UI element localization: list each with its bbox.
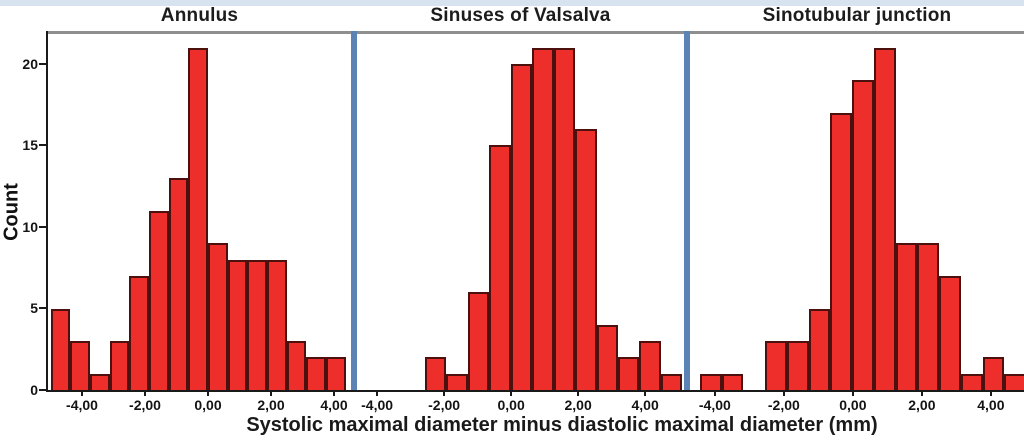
panel-title-sinuses-of-valsalva: Sinuses of Valsalva <box>430 5 611 26</box>
x-tick-label: -4,00 <box>66 397 98 413</box>
y-tick-label: 10 <box>22 218 38 235</box>
x-tick-mark <box>920 390 923 396</box>
x-tick-label: 2,00 <box>257 397 285 413</box>
x-tick-mark <box>851 390 854 396</box>
y-tick-mark <box>39 62 46 65</box>
y-axis-line <box>46 31 48 392</box>
histogram-bar <box>596 324 618 390</box>
x-tick-label: 4,00 <box>977 397 1005 413</box>
panel-separator-line <box>684 31 690 390</box>
y-tick-label: 0 <box>30 382 38 398</box>
histogram-bar <box>1004 373 1024 390</box>
histogram-bar <box>939 275 961 390</box>
histogram-bar <box>168 178 189 390</box>
x-tick-mark <box>269 390 272 396</box>
x-tick-mark <box>782 390 785 396</box>
x-tick-label: 2,00 <box>908 397 936 413</box>
histogram-bar <box>247 259 268 390</box>
x-tick-mark <box>577 390 580 396</box>
y-tick-label: 20 <box>22 55 38 72</box>
histogram-bar <box>188 47 208 390</box>
histogram-bar <box>960 373 983 390</box>
x-tick-mark <box>81 390 84 396</box>
histogram-bar <box>852 80 874 390</box>
histogram-bar <box>227 259 248 390</box>
histogram-bar <box>467 292 490 390</box>
x-tick-label: -4,00 <box>698 397 731 413</box>
histogram-bar <box>786 341 809 390</box>
x-tick-mark <box>207 390 209 396</box>
histogram-bar <box>109 341 130 390</box>
histogram-bar <box>830 112 853 390</box>
histogram-bar <box>208 243 228 390</box>
histogram-bar <box>917 243 940 390</box>
x-tick-label: 0,00 <box>497 397 525 413</box>
x-tick-mark <box>644 390 647 396</box>
histogram-bar <box>326 357 346 390</box>
y-tick-label: 5 <box>30 300 38 317</box>
x-tick-label: -4,00 <box>361 397 394 413</box>
panel-sinotubular-junction: -4,00 -2,00 0,00 2,00 4,00 <box>690 33 1024 413</box>
histogram-bar <box>267 259 287 390</box>
x-tick-label: 0,00 <box>194 397 222 413</box>
y-tick-mark <box>39 307 46 310</box>
histogram-bar <box>425 357 447 390</box>
histogram-bar <box>873 47 896 390</box>
panel-annulus: -4,00 -2,00 0,00 2,00 4,00 <box>48 33 351 413</box>
histogram-bar <box>489 145 511 390</box>
panel-title-sinotubular-junction: Sinotubular junction <box>762 5 952 26</box>
x-tick-mark <box>332 390 335 396</box>
histogram-bar <box>50 308 71 390</box>
plot-frame-top-border <box>46 31 1024 34</box>
histogram-bar <box>306 357 327 390</box>
histogram-bar <box>129 275 149 390</box>
histogram-bar <box>617 357 640 390</box>
top-strip-decoration <box>0 0 1024 6</box>
histogram-bar <box>765 341 787 390</box>
histogram-bar <box>639 341 661 390</box>
panel-title-annulus: Annulus <box>160 5 239 26</box>
x-tick-mark <box>989 390 992 396</box>
x-tick-label: 4,00 <box>320 397 348 413</box>
histogram-bar <box>446 373 468 390</box>
histogram-bar <box>532 47 554 390</box>
y-tick-mark <box>39 225 46 228</box>
histogram-bar <box>89 373 110 390</box>
histogram-bar <box>148 210 169 390</box>
histogram-bar <box>553 47 576 390</box>
histogram-bar <box>70 341 90 390</box>
panel-separator-line <box>351 31 357 390</box>
x-tick-mark <box>144 390 146 396</box>
histogram-bar <box>895 243 918 390</box>
x-tick-label: -2,00 <box>428 397 461 413</box>
y-tick-mark <box>39 389 46 391</box>
x-axis-line <box>46 390 1024 392</box>
histogram-bar <box>982 357 1005 390</box>
x-tick-label: 2,00 <box>564 397 592 413</box>
histogram-bar <box>660 373 683 390</box>
plot-area: -4,00 -2,00 0,00 2,00 4,00 -4,00 -2,00 0,00 2,0… <box>22 31 1024 413</box>
x-axis-label: Systolic maximal diameter minus diastoli… <box>246 414 878 436</box>
x-tick-label: -2,00 <box>767 397 800 413</box>
x-tick-mark <box>713 390 716 396</box>
y-tick-mark <box>39 144 46 147</box>
histogram-bar <box>808 308 831 390</box>
x-axis-label-row: Systolic maximal diameter minus diastoli… <box>100 414 1024 437</box>
x-tick-mark <box>443 390 446 396</box>
x-tick-mark <box>376 390 379 396</box>
histogram-bar <box>286 341 307 390</box>
panel-sinuses-of-valsalva: -4,00 -2,00 0,00 2,00 4,00 <box>357 33 684 413</box>
histogram-bar <box>721 373 744 390</box>
histogram-bar <box>575 129 597 390</box>
x-tick-label: 4,00 <box>631 397 659 413</box>
y-tick-label: 15 <box>22 137 38 154</box>
histogram-bar <box>700 373 722 390</box>
x-tick-label: -2,00 <box>129 397 161 413</box>
histogram-bar <box>510 63 533 390</box>
x-tick-mark <box>510 390 513 396</box>
x-tick-label: 0,00 <box>839 397 867 413</box>
